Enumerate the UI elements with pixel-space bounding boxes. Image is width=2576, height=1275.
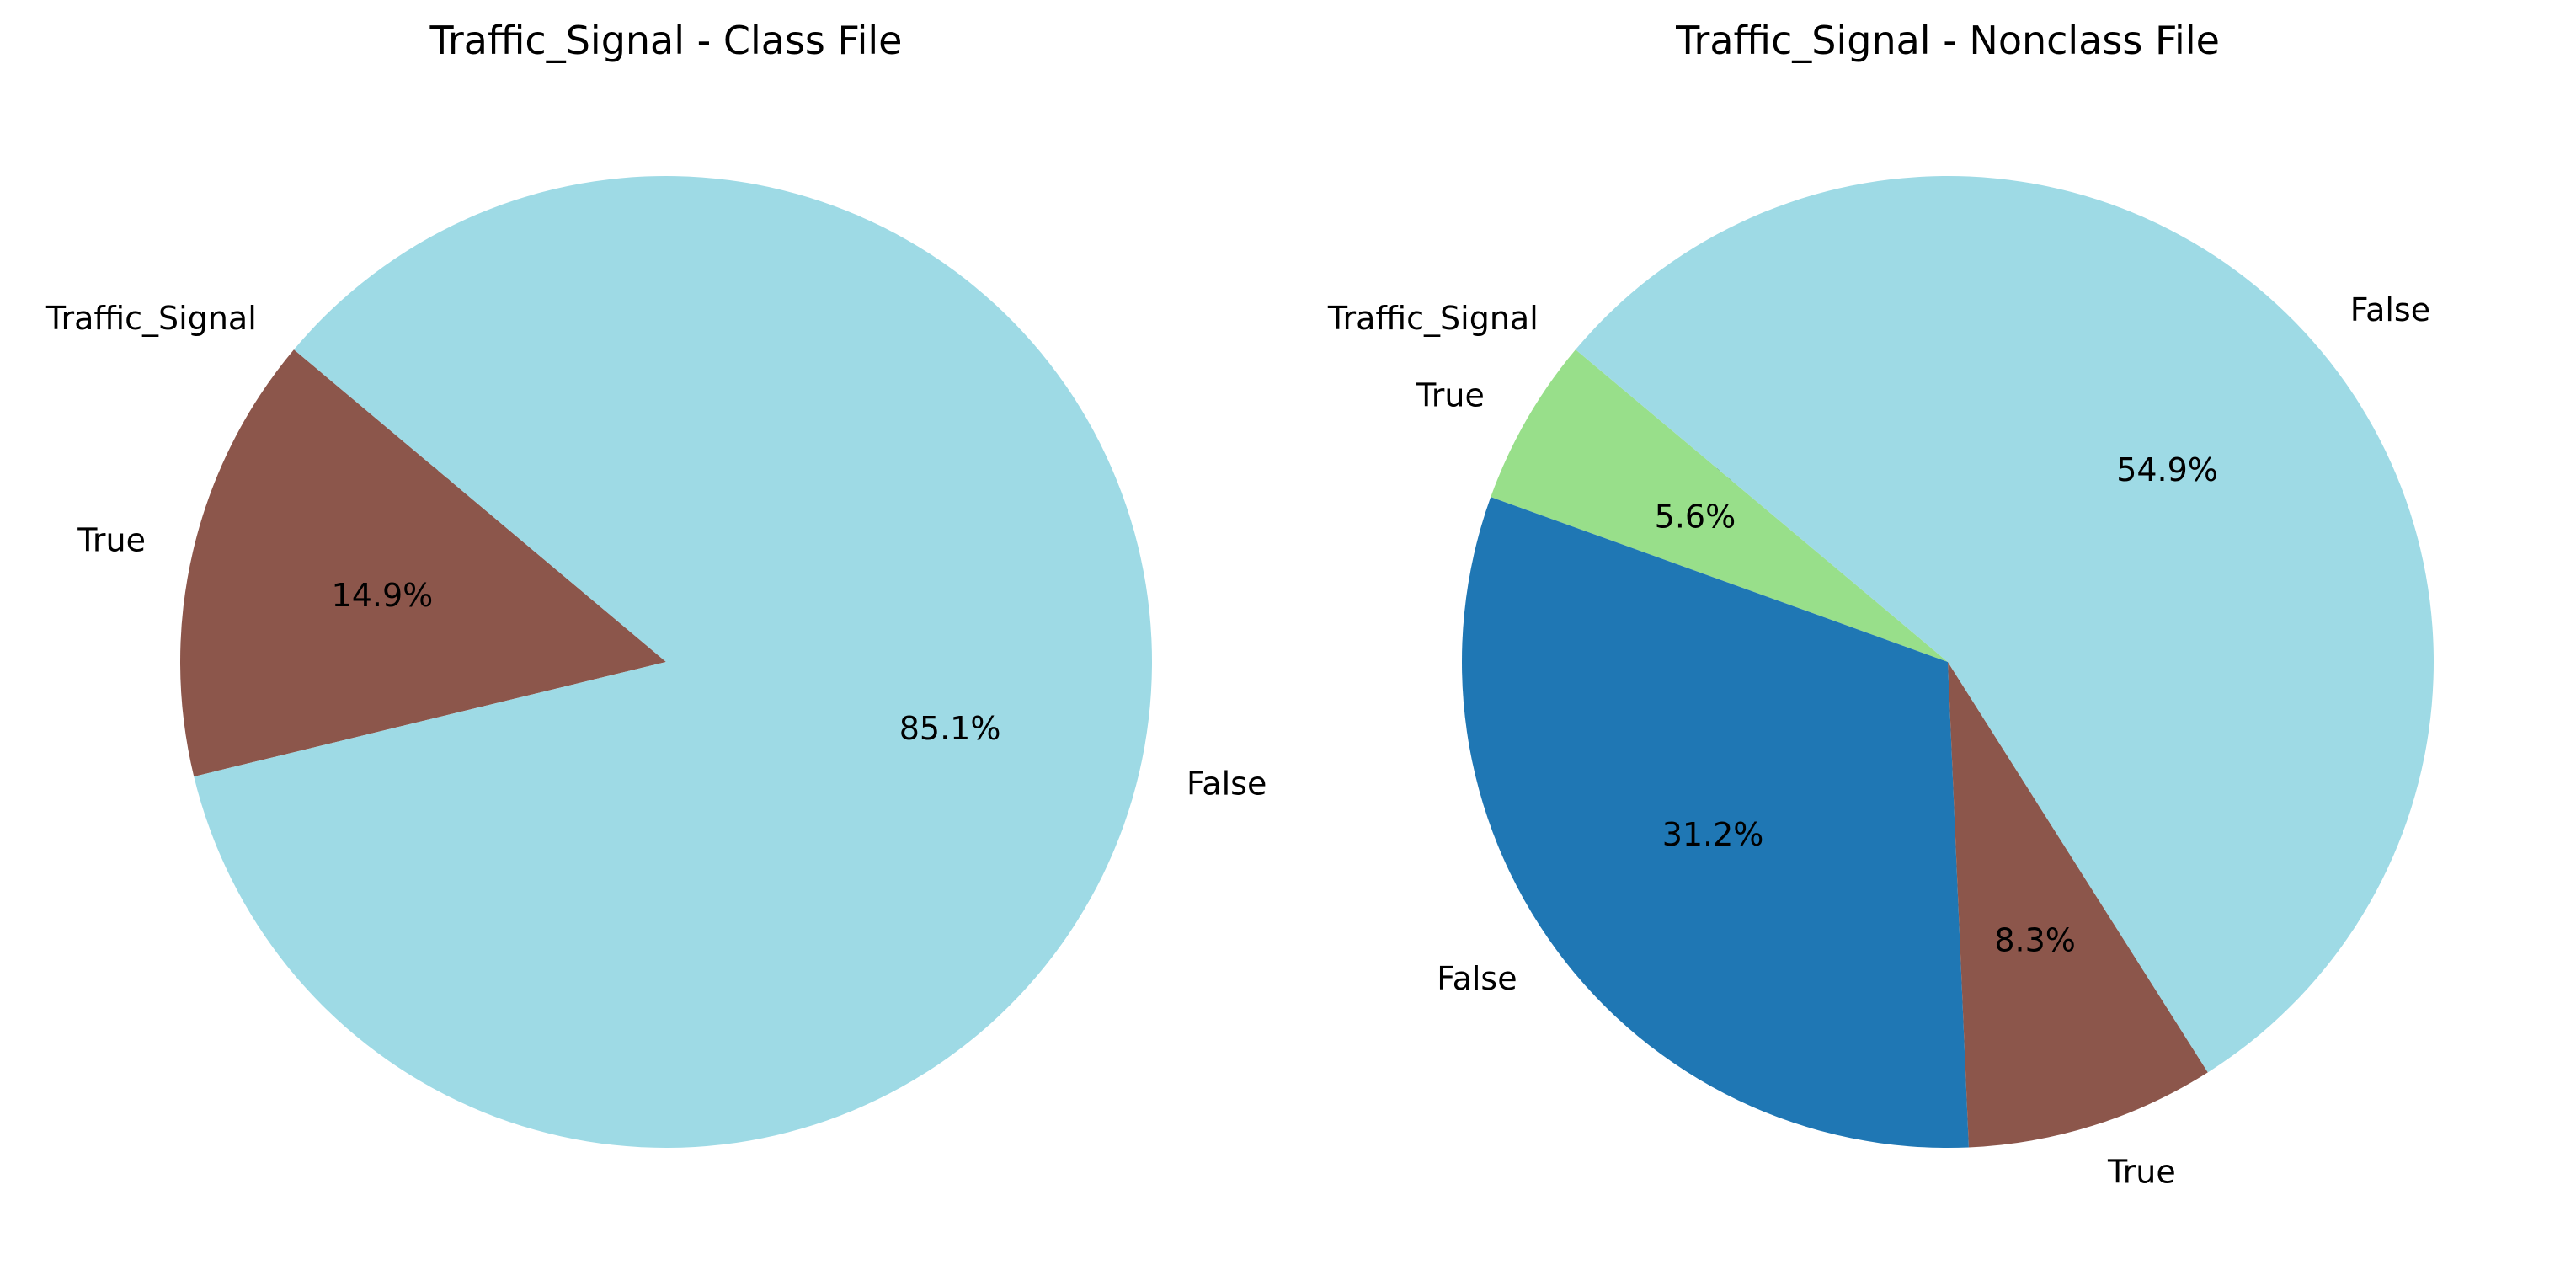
slice-percent-label: 31.2%	[1662, 816, 1764, 853]
slice-percent-label: 8.3%	[1994, 921, 2076, 958]
pie-slice-true	[1948, 662, 2208, 1148]
slice-percent-label: 85.1%	[899, 710, 1001, 747]
slice-label: False	[2350, 291, 2430, 328]
slice-label: True	[77, 521, 146, 558]
chart-title-nonclass-file: Traffic_Signal - Nonclass File	[1675, 18, 2220, 63]
slice-label: False	[1437, 960, 1517, 997]
slice-label: Traffic_Signal	[45, 300, 257, 337]
pie-slice-false	[1462, 497, 1969, 1148]
slice-label: True	[1416, 376, 1485, 413]
chart-title-class-file: Traffic_Signal - Class File	[429, 18, 903, 63]
slice-label: True	[2107, 1154, 2176, 1191]
pie-slice-true	[1491, 349, 1948, 662]
slice-percent-label: 5.6%	[1655, 498, 1736, 535]
slice-label: False	[1187, 766, 1267, 803]
pie-slice-false	[194, 175, 1153, 1148]
slice-percent-label: 54.9%	[2116, 451, 2218, 488]
pie-slice-true	[179, 349, 666, 777]
slice-percent-label: 14.9%	[332, 577, 434, 614]
pie-nonclass-file: Traffic_Signal0.0%True5.6%False31.2%True…	[1327, 175, 2435, 1191]
pie-slice-false	[1575, 175, 2435, 1073]
slice-label: Traffic_Signal	[1327, 300, 1539, 337]
